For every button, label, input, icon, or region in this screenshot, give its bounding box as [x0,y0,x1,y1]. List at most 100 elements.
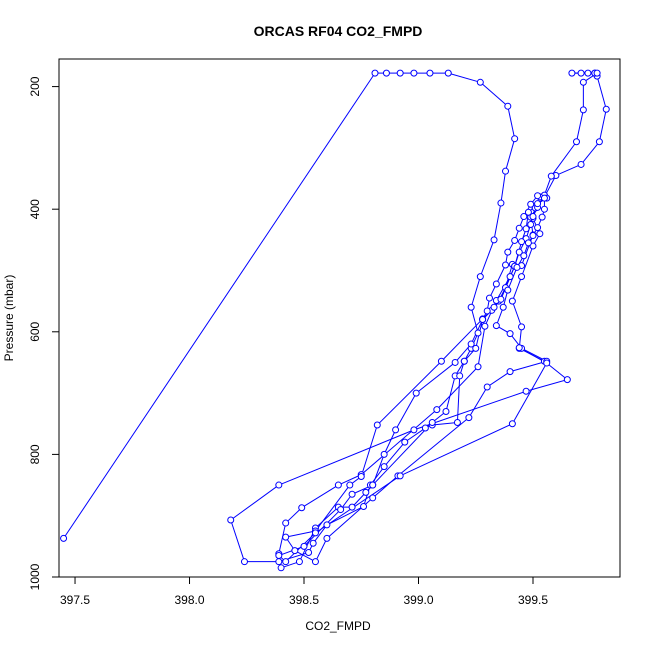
data-point [502,261,510,269]
data-point [465,414,473,422]
x-tick-label: 397.5 [60,593,90,607]
data-point [275,558,283,566]
series-segment [479,239,495,277]
data-point [579,106,587,114]
series-segment [555,163,582,176]
data-point [518,238,526,246]
data-point [396,69,404,77]
data-point [348,503,356,511]
series-segment [372,422,433,486]
y-tick-label: 200 [28,76,42,96]
x-tick-label: 398.0 [175,593,205,607]
series-segment [507,106,516,139]
series-segment [486,371,511,388]
series-segment [493,202,502,240]
data-point [508,420,516,428]
series-segment [432,422,458,426]
series-segment [448,72,481,83]
data-point [453,419,461,427]
series-segment [338,474,362,486]
data-point [529,213,537,221]
series-segment [372,475,399,499]
series-segment [294,550,316,563]
data-point [337,506,345,514]
data-point [451,358,459,366]
data-point [401,438,409,446]
data-point [506,368,514,376]
data-point [392,426,400,434]
data-point [579,78,587,86]
data-point [371,69,379,77]
data-point [476,78,484,86]
series-segment [511,362,548,424]
data-point [497,199,505,207]
data-point [311,529,319,537]
series-segment [456,375,461,423]
data-point [421,424,429,432]
series-segment [383,441,406,467]
y-tick-label: 800 [28,444,42,464]
series-segment [495,264,506,285]
y-axis-label: Pressure (mbar) [2,275,16,362]
data-point [396,472,404,480]
series-segment [436,366,479,410]
series-segment [576,109,584,142]
data-point [467,340,475,348]
data-point [380,450,388,458]
series-segment [285,507,303,524]
data-point [426,69,434,77]
data-point [348,490,356,498]
series-segment [326,506,364,526]
data-point [467,303,475,311]
data-point [295,558,303,566]
series-segment [441,318,483,362]
data-point [410,426,418,434]
data-point [382,69,390,77]
data-point [515,248,523,256]
data-point [490,303,498,311]
data-point [311,558,319,566]
data-point [357,472,365,480]
data-point [595,138,603,146]
data-point [373,421,381,429]
data-point [506,273,514,281]
data-point [534,200,542,208]
data-point [483,307,491,315]
data-point [577,160,585,168]
data-point [481,322,489,330]
series-segment [596,76,607,110]
data-point [497,295,505,303]
data-point [511,135,519,143]
series-layer [60,69,610,572]
data-point [577,69,585,77]
series-segment [278,522,287,554]
data-point [527,200,535,208]
data-point [305,548,313,556]
series-segment [315,506,339,529]
series-segment [500,266,516,300]
series-segment [376,360,442,426]
data-point [540,194,548,202]
data-point [563,376,571,384]
series-segment [360,424,378,477]
series-segment [521,245,534,277]
data-point [275,552,283,560]
series-segment [477,326,486,367]
series-segment [470,276,481,308]
data-point [518,273,526,281]
data-point [380,463,388,471]
series-segment [521,234,534,266]
y-tick-label: 400 [28,199,42,219]
data-point [474,363,482,371]
data-point [527,221,535,229]
data-point [479,316,487,324]
data-point [492,280,500,288]
data-point [534,224,542,232]
data-point [476,273,484,281]
data-point [334,481,342,489]
data-point [515,224,523,232]
data-point [483,383,491,391]
data-point [524,239,532,247]
data-point [522,225,530,233]
